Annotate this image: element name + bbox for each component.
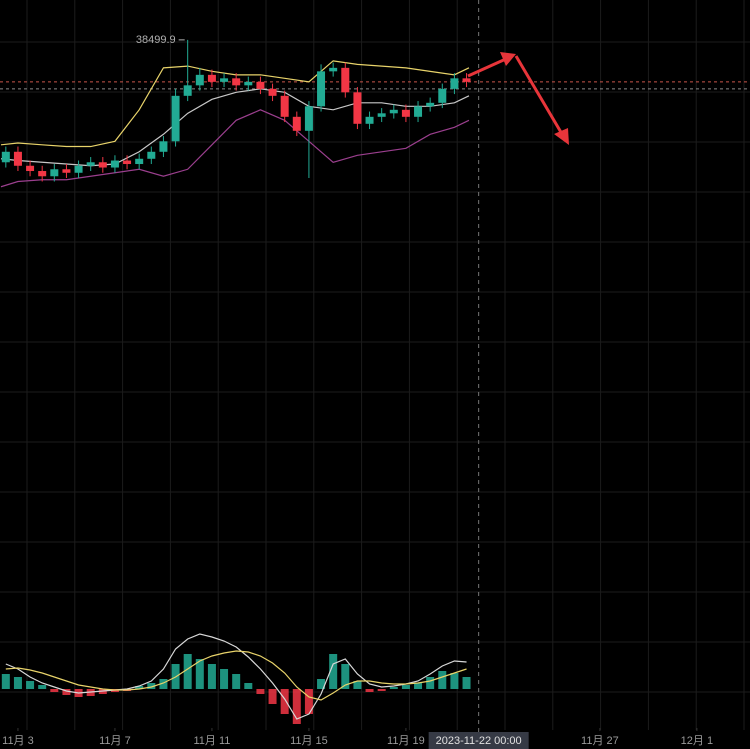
candle-body	[74, 165, 83, 173]
x-tick-label: 11月 3	[2, 735, 34, 747]
macd-bar	[26, 681, 35, 689]
candle-body	[62, 169, 71, 173]
candle-body	[353, 92, 362, 124]
candle-body	[280, 95, 289, 117]
macd-bar	[450, 673, 459, 689]
candle-body	[38, 171, 47, 177]
grid	[0, 0, 750, 730]
candle-body	[329, 67, 338, 72]
max-price-label: 38499.9	[136, 34, 176, 46]
macd-dea-line	[5, 650, 467, 701]
candle-body	[50, 169, 59, 177]
candle-body	[110, 160, 119, 168]
candle-body	[462, 78, 471, 82]
candle-body	[377, 113, 386, 117]
macd-bar	[268, 689, 277, 704]
crosshair-label-box	[428, 732, 529, 749]
macd-bar	[280, 689, 289, 714]
macd-bar	[159, 679, 168, 689]
band-line	[0, 109, 470, 188]
arrow-up	[467, 56, 509, 78]
macd-bar	[341, 664, 350, 689]
macd-bar	[377, 689, 386, 691]
arrow-down	[514, 55, 564, 135]
macd-bar	[220, 669, 229, 689]
macd-bar	[13, 677, 22, 689]
candle-body	[147, 151, 156, 159]
candle-body	[317, 71, 326, 107]
candle-body	[195, 74, 204, 86]
candle-body	[232, 78, 241, 86]
macd-bar	[244, 683, 253, 689]
candle-body	[341, 67, 350, 93]
candle-body	[220, 78, 229, 82]
candle-body	[426, 102, 435, 107]
candle-body	[304, 106, 313, 131]
x-tick-label: 11月 7	[99, 735, 131, 747]
macd-bar	[183, 654, 192, 689]
macd-bar	[304, 689, 313, 714]
candle-body	[244, 81, 253, 86]
x-tick-label: 12月 1	[681, 735, 713, 747]
macd-bar	[438, 671, 447, 689]
macd-bar	[1, 674, 10, 689]
macd-bar	[50, 689, 59, 692]
macd-bar	[317, 679, 326, 689]
candle-body	[171, 95, 180, 142]
macd-bar	[414, 683, 423, 689]
arrow-head	[500, 52, 516, 66]
candle-body	[207, 74, 216, 82]
macd-bar	[195, 659, 204, 689]
candle-body	[1, 151, 10, 163]
candle-body	[86, 162, 95, 166]
candle-body	[135, 158, 144, 165]
macd-bar	[256, 689, 265, 694]
macd-bar	[426, 677, 435, 689]
macd-bar	[207, 664, 216, 689]
macd-bar	[401, 685, 410, 689]
macd-bar	[147, 683, 156, 689]
drawing-arrows	[467, 52, 569, 145]
candle-body	[26, 165, 35, 172]
macd-bar	[389, 687, 398, 689]
candle-body	[268, 88, 277, 96]
x-tick-label: 11月 15	[290, 735, 328, 747]
candle-body	[98, 162, 107, 168]
x-tick-label: 11月 11	[193, 735, 230, 747]
crosshair-label: 2023-11-22 00:00	[436, 735, 522, 747]
macd-bar	[62, 689, 71, 695]
macd-dif-line	[5, 633, 467, 720]
band-line	[0, 88, 470, 167]
macd-bar	[232, 674, 241, 689]
macd-bar	[135, 686, 144, 689]
candle-body	[414, 106, 423, 117]
candle-body	[123, 160, 132, 165]
x-tick-label: 11月 27	[581, 735, 619, 747]
candle-body	[438, 88, 447, 103]
macd-bar	[329, 654, 338, 689]
candle-body	[450, 78, 459, 89]
candle-body	[183, 85, 192, 96]
macd-bar	[353, 681, 362, 689]
candle-body	[401, 109, 410, 117]
macd-bar	[292, 689, 301, 724]
candle-body	[365, 116, 374, 124]
macd-bar	[462, 677, 471, 689]
candle-body	[389, 109, 398, 114]
x-tick-label: 11月 19	[387, 735, 425, 747]
macd-bar	[365, 689, 374, 692]
macd-bar	[38, 685, 47, 689]
candle-body	[292, 116, 301, 131]
candle-body	[256, 81, 265, 89]
candle-body	[13, 151, 22, 166]
candle-body	[159, 141, 168, 152]
arrow-head	[554, 128, 569, 145]
